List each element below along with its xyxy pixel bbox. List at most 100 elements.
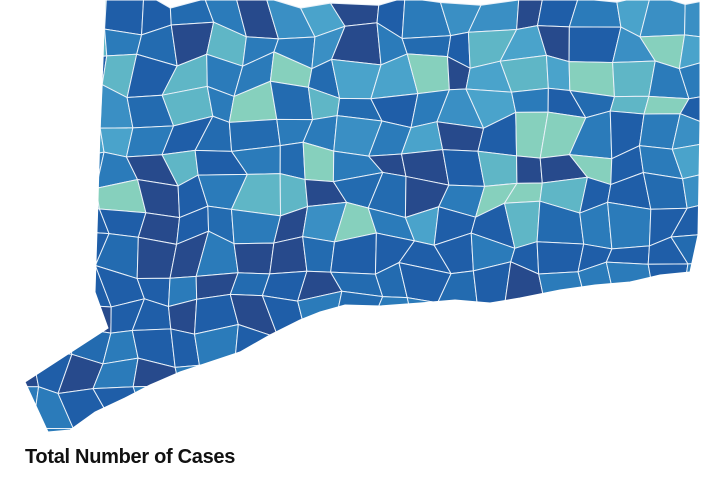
town <box>603 330 654 367</box>
town <box>238 388 274 427</box>
town <box>708 92 720 125</box>
town <box>516 155 543 184</box>
town <box>431 414 484 432</box>
town <box>25 30 35 66</box>
town <box>262 337 312 364</box>
town <box>639 295 689 338</box>
town <box>32 267 70 306</box>
town <box>708 264 720 304</box>
town <box>366 328 415 368</box>
town <box>604 351 654 400</box>
town <box>434 357 484 398</box>
town <box>678 56 700 100</box>
town <box>174 364 215 389</box>
town <box>680 420 700 432</box>
town <box>678 34 700 70</box>
town <box>475 306 514 338</box>
town <box>477 414 505 432</box>
town <box>671 113 700 150</box>
town <box>477 150 518 187</box>
town <box>333 326 368 369</box>
town <box>302 415 349 432</box>
town <box>38 204 72 236</box>
town <box>708 119 720 142</box>
town <box>27 153 70 184</box>
town <box>400 422 448 432</box>
town <box>612 60 656 98</box>
town <box>507 354 547 393</box>
town <box>713 367 720 396</box>
town <box>503 415 549 432</box>
town <box>640 382 688 422</box>
town <box>707 423 720 440</box>
town <box>25 88 34 125</box>
town <box>363 360 414 400</box>
town <box>73 28 108 61</box>
town <box>25 179 42 216</box>
town <box>435 302 479 325</box>
town <box>568 26 622 64</box>
town <box>73 0 108 33</box>
town <box>605 261 655 297</box>
town <box>31 427 77 432</box>
town <box>262 362 312 392</box>
town <box>333 290 384 336</box>
town <box>363 383 402 429</box>
town <box>233 242 275 275</box>
town <box>25 0 75 33</box>
town <box>25 234 40 277</box>
town <box>59 110 105 160</box>
town <box>27 110 70 160</box>
town <box>686 322 700 369</box>
town <box>25 328 33 360</box>
town <box>25 386 40 430</box>
town <box>684 0 700 39</box>
town <box>681 263 700 304</box>
town <box>335 416 382 432</box>
town <box>545 324 584 361</box>
town <box>568 0 622 28</box>
town <box>468 323 514 361</box>
town <box>675 390 700 427</box>
town <box>709 203 720 237</box>
town <box>412 322 448 362</box>
town <box>708 296 720 336</box>
town <box>435 323 477 361</box>
town <box>706 26 720 68</box>
town <box>608 418 643 432</box>
town <box>66 174 101 210</box>
town <box>30 291 70 330</box>
town <box>209 387 246 425</box>
town <box>709 172 720 214</box>
town <box>544 423 582 432</box>
town <box>377 416 418 432</box>
town <box>615 382 653 429</box>
town <box>675 358 700 397</box>
town <box>400 383 436 429</box>
town <box>545 54 571 92</box>
town <box>59 83 103 129</box>
town <box>401 35 452 58</box>
town <box>230 208 282 245</box>
town <box>306 326 342 369</box>
town <box>269 389 304 427</box>
town <box>708 324 720 368</box>
town <box>30 325 73 355</box>
map-title: Total Number of Cases <box>25 446 236 468</box>
town <box>716 385 720 427</box>
town <box>509 324 553 359</box>
town <box>706 0 720 37</box>
town <box>238 423 278 432</box>
town <box>331 366 368 400</box>
town <box>269 80 314 121</box>
town <box>681 299 700 338</box>
town <box>651 358 688 392</box>
town <box>607 201 652 250</box>
town <box>205 418 241 432</box>
town <box>164 385 214 420</box>
town <box>25 350 40 388</box>
town <box>25 208 41 238</box>
town <box>25 149 43 184</box>
town <box>580 387 617 429</box>
town <box>543 387 583 425</box>
